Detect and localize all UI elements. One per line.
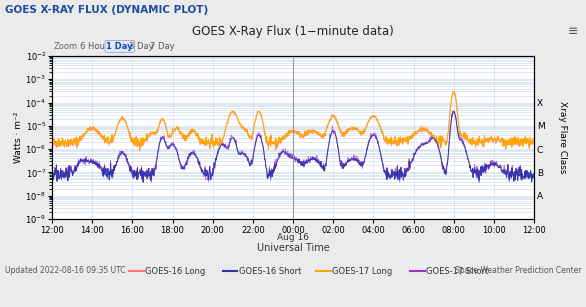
- Text: Universal Time: Universal Time: [257, 243, 329, 253]
- Text: 6 Hour: 6 Hour: [80, 42, 108, 51]
- Text: GOES X-Ray Flux (1−minute data): GOES X-Ray Flux (1−minute data): [192, 25, 394, 38]
- Text: Space Weather Prediction Center: Space Weather Prediction Center: [455, 266, 581, 275]
- Text: 7 Day: 7 Day: [151, 42, 175, 51]
- Text: GOES-17 Long: GOES-17 Long: [332, 266, 393, 275]
- Text: 3 Day: 3 Day: [130, 42, 154, 51]
- Y-axis label: Xray Flare Class: Xray Flare Class: [558, 101, 567, 174]
- Text: GOES X-RAY FLUX (DYNAMIC PLOT): GOES X-RAY FLUX (DYNAMIC PLOT): [5, 5, 208, 15]
- Text: ≡: ≡: [568, 25, 578, 38]
- Text: GOES-17 Short: GOES-17 Short: [426, 266, 488, 275]
- Text: Aug 16: Aug 16: [277, 233, 309, 242]
- Text: Updated 2022-08-16 09:35 UTC: Updated 2022-08-16 09:35 UTC: [5, 266, 125, 275]
- Text: 1 Day: 1 Day: [107, 42, 133, 51]
- Text: Zoom: Zoom: [53, 42, 77, 51]
- Y-axis label: Watts · m⁻²: Watts · m⁻²: [13, 112, 23, 163]
- Text: GOES-16 Short: GOES-16 Short: [239, 266, 301, 275]
- Text: GOES-16 Long: GOES-16 Long: [145, 266, 205, 275]
